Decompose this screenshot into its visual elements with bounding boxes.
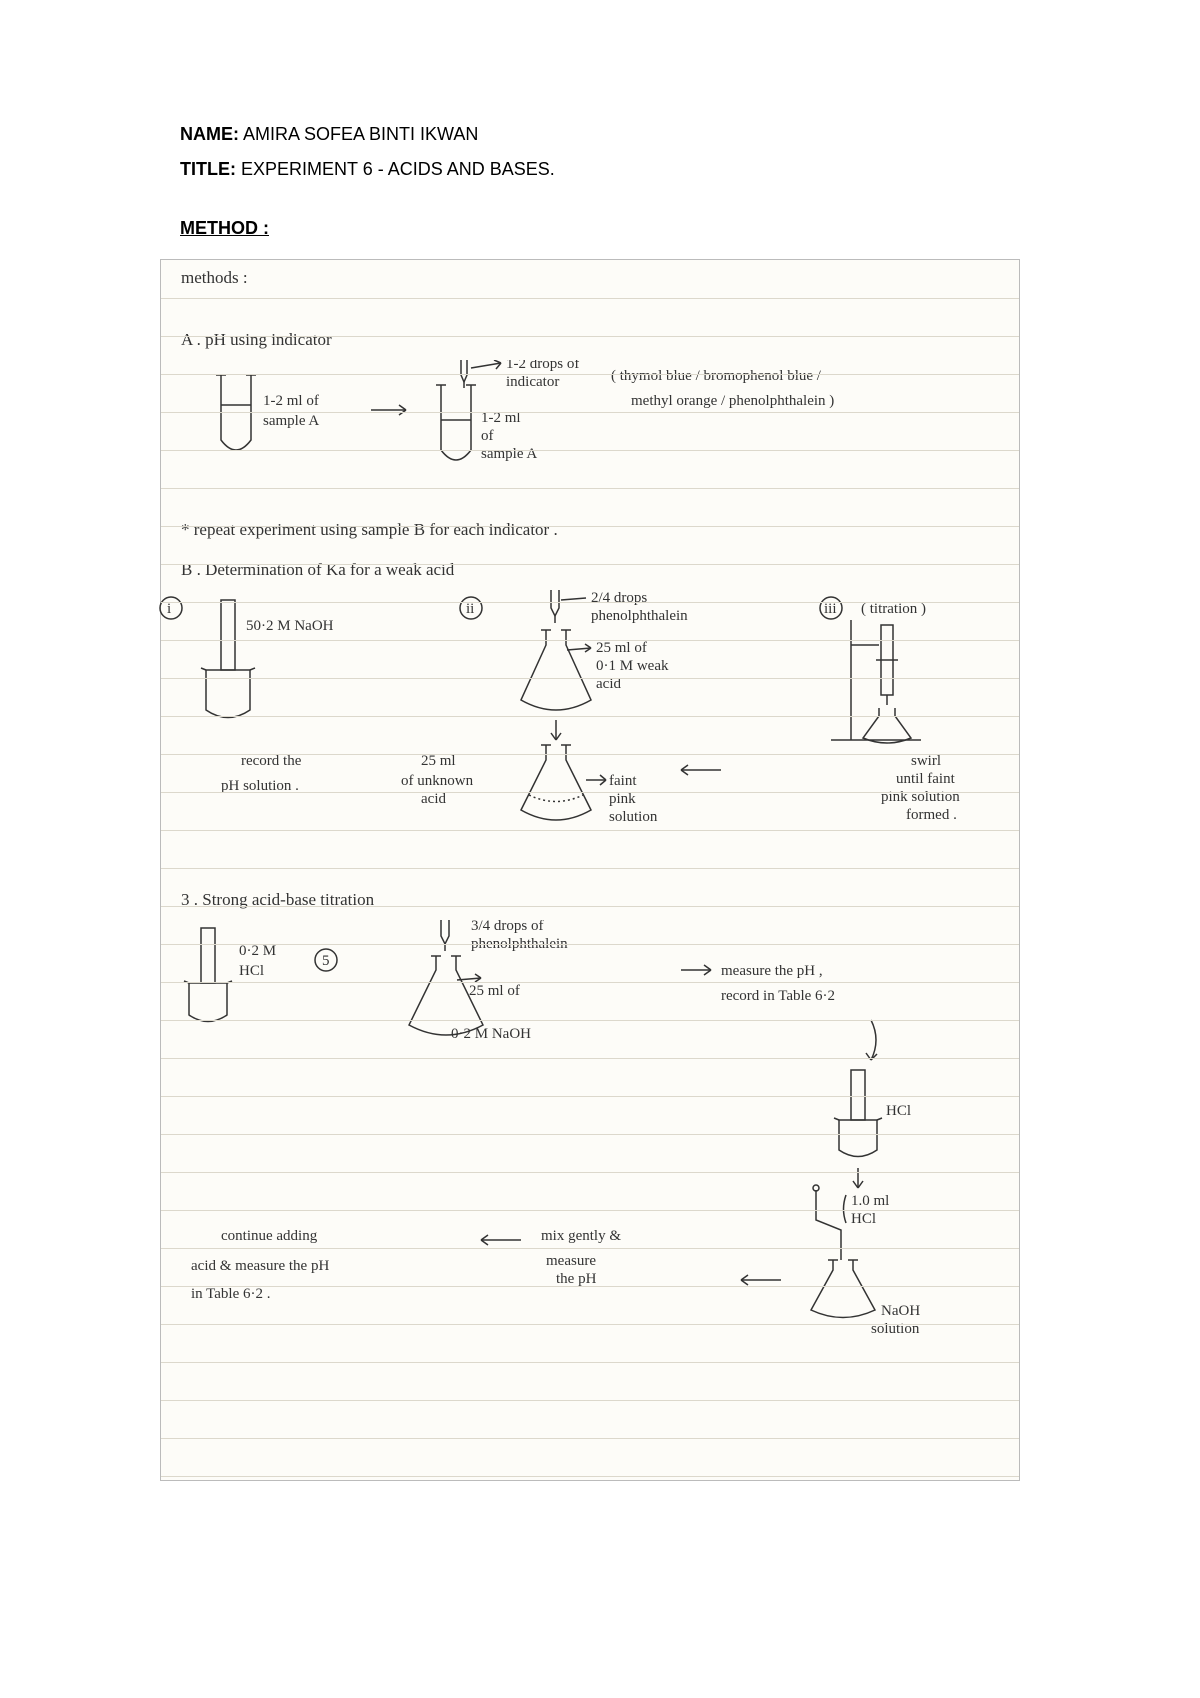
ruled-line (161, 412, 1019, 413)
ruled-line (161, 1096, 1019, 1097)
ruled-line (161, 1134, 1019, 1135)
b-step2-cap-1: 25 ml (421, 753, 456, 769)
ruled-line (161, 792, 1019, 793)
b-step2-side-3: solution (609, 809, 658, 825)
b-step2-side-2: pink (609, 791, 636, 807)
ruled-line (161, 716, 1019, 717)
notebook-heading: methods : (181, 268, 999, 288)
c-circle-5: 5 (322, 953, 330, 969)
a-right-mid-2: of (481, 428, 494, 444)
name-value: AMIRA SOFEA BINTI IKWAN (243, 124, 478, 144)
ruled-line (161, 1210, 1019, 1211)
title-label: TITLE: (180, 159, 236, 179)
a-drops-2: indicator (506, 374, 559, 390)
a-indicators-1: ( thymol blue / bromophenol blue / (611, 368, 822, 384)
ruled-line (161, 1362, 1019, 1363)
a-right-mid-3: sample A (481, 446, 537, 462)
section-c-sketch: 0·2 M HCl 5 3/4 drops of phenolphthalein… (151, 920, 1021, 1340)
ruled-line (161, 526, 1019, 527)
a-left-label-1: 1-2 ml of (263, 393, 319, 409)
b-step2-cap-3: acid (421, 791, 446, 807)
c-mix-1: mix gently & (541, 1228, 621, 1244)
c-burette2: HCl (886, 1103, 911, 1119)
c-mix-3: the pH (556, 1271, 597, 1287)
b-step2-side-1: faint (609, 773, 637, 789)
c-right-1: measure the pH , (721, 963, 823, 979)
ruled-line (161, 1400, 1019, 1401)
section-b-sketch: i 50·2 M NaOH record the pH solution . i… (151, 590, 1021, 860)
ruled-line (161, 1058, 1019, 1059)
title-line: TITLE: EXPERIMENT 6 - ACIDS AND BASES. (180, 155, 1020, 184)
ruled-line (161, 868, 1019, 869)
b-step2-drop-1: 2/4 drops (591, 590, 647, 606)
method-heading: METHOD : (180, 218, 1020, 239)
ruled-line (161, 906, 1019, 907)
c-cont-1: continue adding (221, 1228, 318, 1244)
ruled-line (161, 1476, 1019, 1477)
ruled-line (161, 678, 1019, 679)
ruled-line (161, 298, 1019, 299)
c-mix-2: measure (546, 1253, 596, 1269)
ruled-line (161, 564, 1019, 565)
b-step3-cap-1: swirl (911, 753, 941, 769)
c-add-2: HCl (851, 1211, 876, 1227)
b-step3-label: ( titration ) (861, 601, 926, 617)
c-add-1: 1.0 ml (851, 1193, 889, 1209)
c-cont-3: in Table 6·2 . (191, 1286, 271, 1302)
b-step3-cap-4: formed . (906, 807, 957, 823)
notebook-scan: methods : A . pH using indicator 1-2 ml … (160, 259, 1020, 1481)
name-line: NAME: AMIRA SOFEA BINTI IKWAN (180, 120, 1020, 149)
section-c-title: 3 . Strong acid-base titration (181, 890, 999, 910)
ruled-line (161, 640, 1019, 641)
a-repeat-note: * repeat experiment using sample B for e… (181, 520, 999, 540)
ruled-line (161, 1438, 1019, 1439)
ruled-line (161, 1248, 1019, 1249)
c-cont-2: acid & measure the pH (191, 1258, 329, 1274)
b-step2-drop-2: phenolphthalein (591, 608, 688, 624)
b-step2-circle: ii (466, 601, 474, 617)
b-step1-circle: i (167, 601, 171, 617)
ruled-line (161, 982, 1019, 983)
ruled-line (161, 944, 1019, 945)
c-right-2: record in Table 6·2 (721, 988, 835, 1004)
c-burette-1: 0·2 M (239, 943, 276, 959)
ruled-line (161, 1172, 1019, 1173)
b-step1-cap-1: record the (241, 753, 302, 769)
ruled-line (161, 754, 1019, 755)
ruled-line (161, 374, 1019, 375)
a-indicators-2: methyl orange / phenolphthalein ) (631, 393, 834, 409)
ruled-line (161, 336, 1019, 337)
ruled-line (161, 830, 1019, 831)
ruled-line (161, 1286, 1019, 1287)
ruled-line (161, 450, 1019, 451)
b-step1-label: 50·2 M NaOH (246, 618, 334, 634)
ruled-line (161, 1324, 1019, 1325)
a-left-label-2: sample A (263, 413, 319, 429)
c-burette-2: HCl (239, 963, 264, 979)
b-step2-cap-2: of unknown (401, 773, 474, 789)
ruled-line (161, 1020, 1019, 1021)
c-flask-1: 25 ml of (469, 983, 520, 999)
a-drops-1: 1-2 drops of (506, 360, 579, 372)
c-naoh-1: NaOH (881, 1303, 920, 1319)
b-step2-flask-2: 0·1 M weak (596, 658, 669, 674)
b-step3-circle: iii (824, 601, 837, 617)
b-step3-cap-2: until faint (896, 771, 956, 787)
title-value: EXPERIMENT 6 - ACIDS AND BASES. (241, 159, 555, 179)
c-drop-1: 3/4 drops of (471, 920, 544, 934)
b-step2-flask-1: 25 ml of (596, 640, 647, 656)
section-a-title: A . pH using indicator (181, 330, 999, 350)
ruled-line (161, 602, 1019, 603)
c-flask-2: 0·2 M NaOH (451, 1026, 531, 1042)
page: NAME: AMIRA SOFEA BINTI IKWAN TITLE: EXP… (0, 0, 1200, 1541)
name-label: NAME: (180, 124, 239, 144)
section-b-title: B . Determination of Ka for a weak acid (181, 560, 999, 580)
ruled-line (161, 488, 1019, 489)
